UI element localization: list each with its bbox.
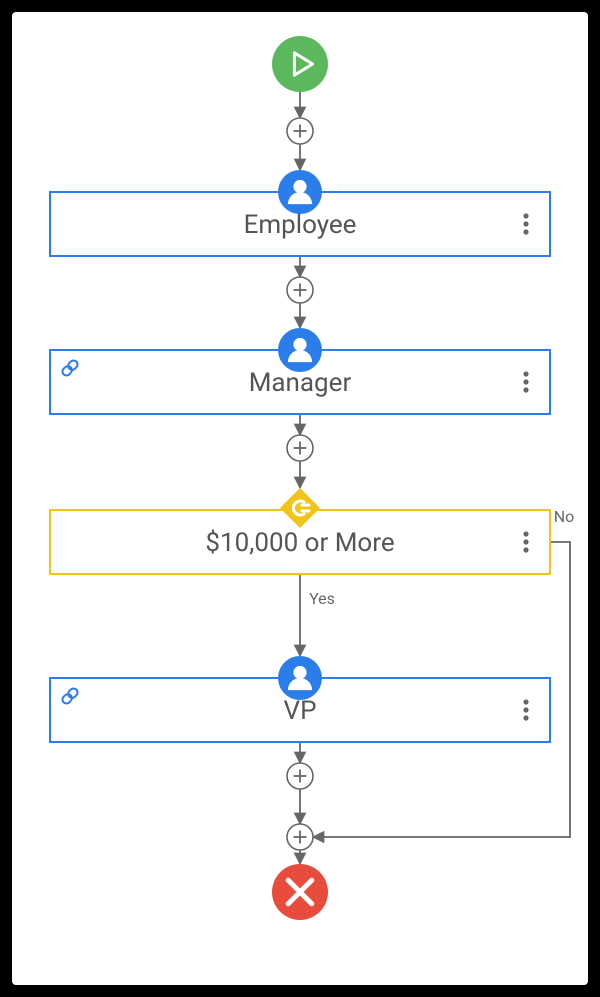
node-label-condition_box: $10,000 or More — [205, 528, 394, 558]
node-label-manager_box: Manager — [249, 368, 352, 398]
kebab-icon[interactable] — [523, 213, 528, 234]
edge-label-10: No — [554, 507, 575, 526]
node-label-vp_box: VP — [284, 696, 317, 726]
node-employee_icon — [278, 170, 322, 214]
node-label-employee_box: Employee — [244, 210, 357, 240]
diagram-canvas: Yes No Employee Manager $10,000 or More VP — [12, 12, 588, 985]
node-plus1[interactable] — [287, 118, 313, 144]
kebab-icon[interactable] — [523, 699, 528, 720]
kebab-icon[interactable] — [523, 531, 528, 552]
node-plus4[interactable] — [287, 763, 313, 789]
node-start[interactable] — [272, 36, 328, 92]
node-end[interactable] — [272, 864, 328, 920]
node-plus3[interactable] — [287, 435, 313, 461]
node-plus_loop[interactable] — [287, 824, 313, 850]
flowchart-svg: Yes No Employee Manager $10,000 or More VP — [12, 12, 588, 985]
node-manager_icon — [278, 328, 322, 372]
edge-label-6: Yes — [309, 589, 335, 608]
kebab-icon[interactable] — [523, 371, 528, 392]
edge-6: Yes — [300, 574, 335, 656]
node-vp_icon — [278, 656, 322, 700]
node-plus2[interactable] — [287, 277, 313, 303]
